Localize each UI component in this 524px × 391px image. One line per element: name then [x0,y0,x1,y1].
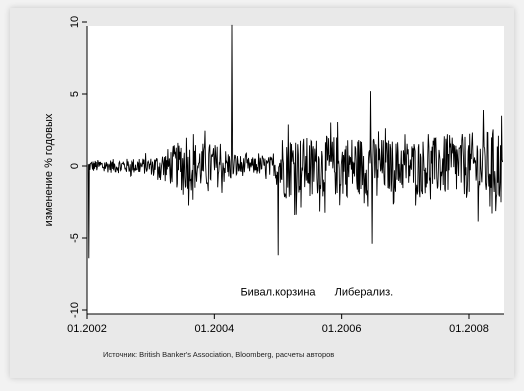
annotations: Бивал.корзина Либерализ. [240,287,393,299]
source-note: Источник: British Banker's Association, … [103,350,335,359]
y-tick-label: 5 [69,91,81,97]
x-tick-label: 01.2002 [67,323,107,335]
chart-annotation: Либерализ. [335,287,394,299]
y-tick-label: 10 [69,16,81,28]
y-tick-label: -10 [69,302,81,318]
y-ticks: -10 -5 0 5 10 [69,16,87,318]
y-axis-label: изменение % годовых [43,113,55,226]
x-tick-label: 01.2008 [449,323,489,335]
y-tick-label: 0 [69,163,81,169]
chart-annotation: Бивал.корзина [240,287,316,299]
x-tick-label: 01.2006 [322,323,362,335]
series-line [87,24,504,259]
y-tick-label: -5 [69,233,81,243]
x-tick-label: 01.2004 [194,323,234,335]
series-layer [87,24,504,259]
x-ticks: 01.2002 01.2004 01.2006 01.2008 [67,314,489,335]
